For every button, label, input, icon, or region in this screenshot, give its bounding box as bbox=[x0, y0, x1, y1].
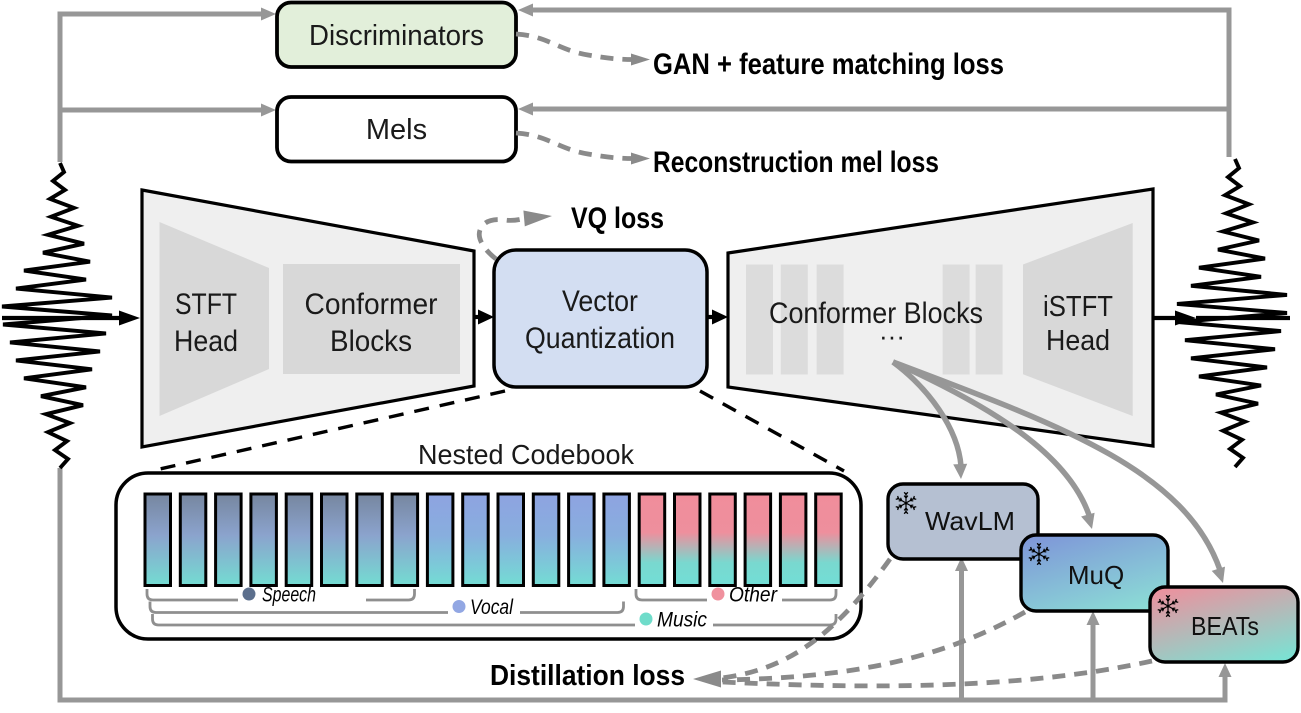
svg-text:Blocks: Blocks bbox=[330, 325, 412, 358]
svg-text:Vocal: Vocal bbox=[470, 596, 514, 619]
svg-text:Discriminators: Discriminators bbox=[309, 20, 484, 52]
svg-text:iSTFT: iSTFT bbox=[1043, 291, 1113, 323]
svg-text:Vector: Vector bbox=[562, 285, 638, 318]
svg-text:Nested Codebook: Nested Codebook bbox=[418, 439, 635, 470]
svg-text:VQ loss: VQ loss bbox=[571, 202, 664, 235]
svg-text:GAN + feature matching loss: GAN + feature matching loss bbox=[653, 48, 1004, 81]
svg-text:···: ··· bbox=[879, 321, 905, 351]
svg-text:WavLM: WavLM bbox=[925, 506, 1015, 536]
svg-text:BEATs: BEATs bbox=[1191, 611, 1259, 641]
svg-text:Reconstruction mel loss: Reconstruction mel loss bbox=[653, 146, 939, 179]
svg-text:Head: Head bbox=[1046, 325, 1110, 357]
svg-text:STFT: STFT bbox=[175, 288, 237, 321]
svg-text:Conformer: Conformer bbox=[305, 288, 438, 321]
svg-text:Music: Music bbox=[657, 609, 707, 632]
svg-text:Quantization: Quantization bbox=[525, 322, 675, 355]
svg-text:Other: Other bbox=[729, 584, 778, 607]
svg-text:Conformer Blocks: Conformer Blocks bbox=[769, 297, 983, 330]
svg-text:Distillation loss: Distillation loss bbox=[490, 660, 685, 692]
svg-text:MuQ: MuQ bbox=[1068, 560, 1124, 590]
svg-text:Speech: Speech bbox=[262, 584, 316, 607]
svg-text:Mels: Mels bbox=[366, 114, 427, 146]
svg-text:Head: Head bbox=[174, 325, 238, 358]
